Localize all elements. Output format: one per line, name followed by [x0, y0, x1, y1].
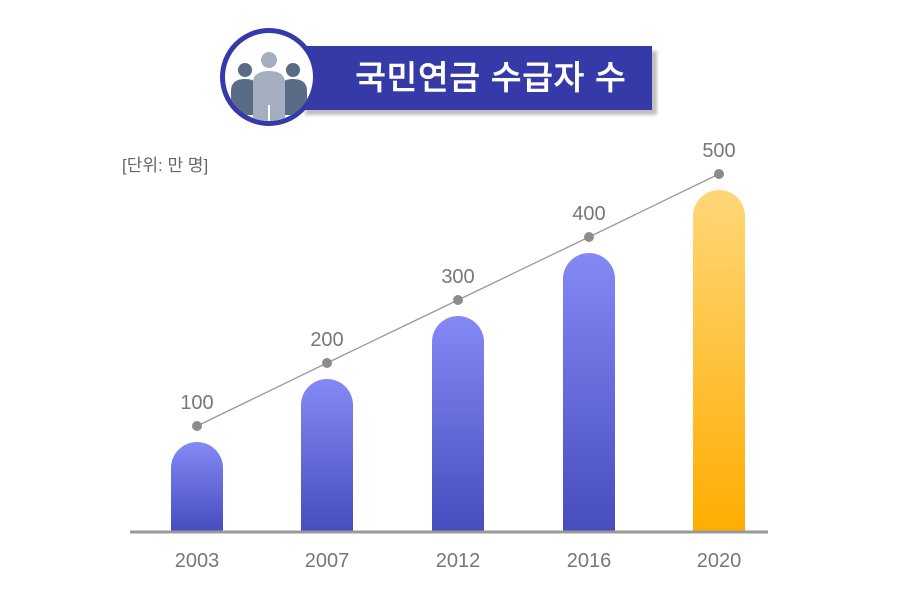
data-label: 100 [180, 392, 213, 414]
bar-2007 [301, 379, 353, 532]
x-tick-label: 2003 [175, 550, 220, 572]
data-label: 500 [702, 140, 735, 162]
title-banner: 국민연금 수급자 수 [300, 46, 652, 110]
unit-label: [단위: 만 명] [122, 156, 209, 175]
bar-2012 [432, 316, 484, 532]
x-tick-label: 2020 [697, 550, 742, 572]
marker-2003 [192, 421, 202, 431]
x-tick-label: 2016 [567, 550, 612, 572]
bar-2016 [563, 253, 615, 532]
bar-2020 [693, 190, 745, 532]
people-group-icon [220, 28, 318, 126]
marker-2016 [584, 232, 594, 242]
data-label: 400 [572, 203, 605, 225]
marker-2020 [714, 169, 724, 179]
x-tick-label: 2007 [305, 550, 350, 572]
data-label: 200 [310, 329, 343, 351]
data-label: 300 [441, 266, 474, 288]
marker-2012 [453, 295, 463, 305]
bar-2003 [171, 442, 223, 532]
x-tick-label: 2012 [436, 550, 481, 572]
marker-2007 [322, 358, 332, 368]
chart-title: 국민연금 수급자 수 [355, 59, 627, 96]
